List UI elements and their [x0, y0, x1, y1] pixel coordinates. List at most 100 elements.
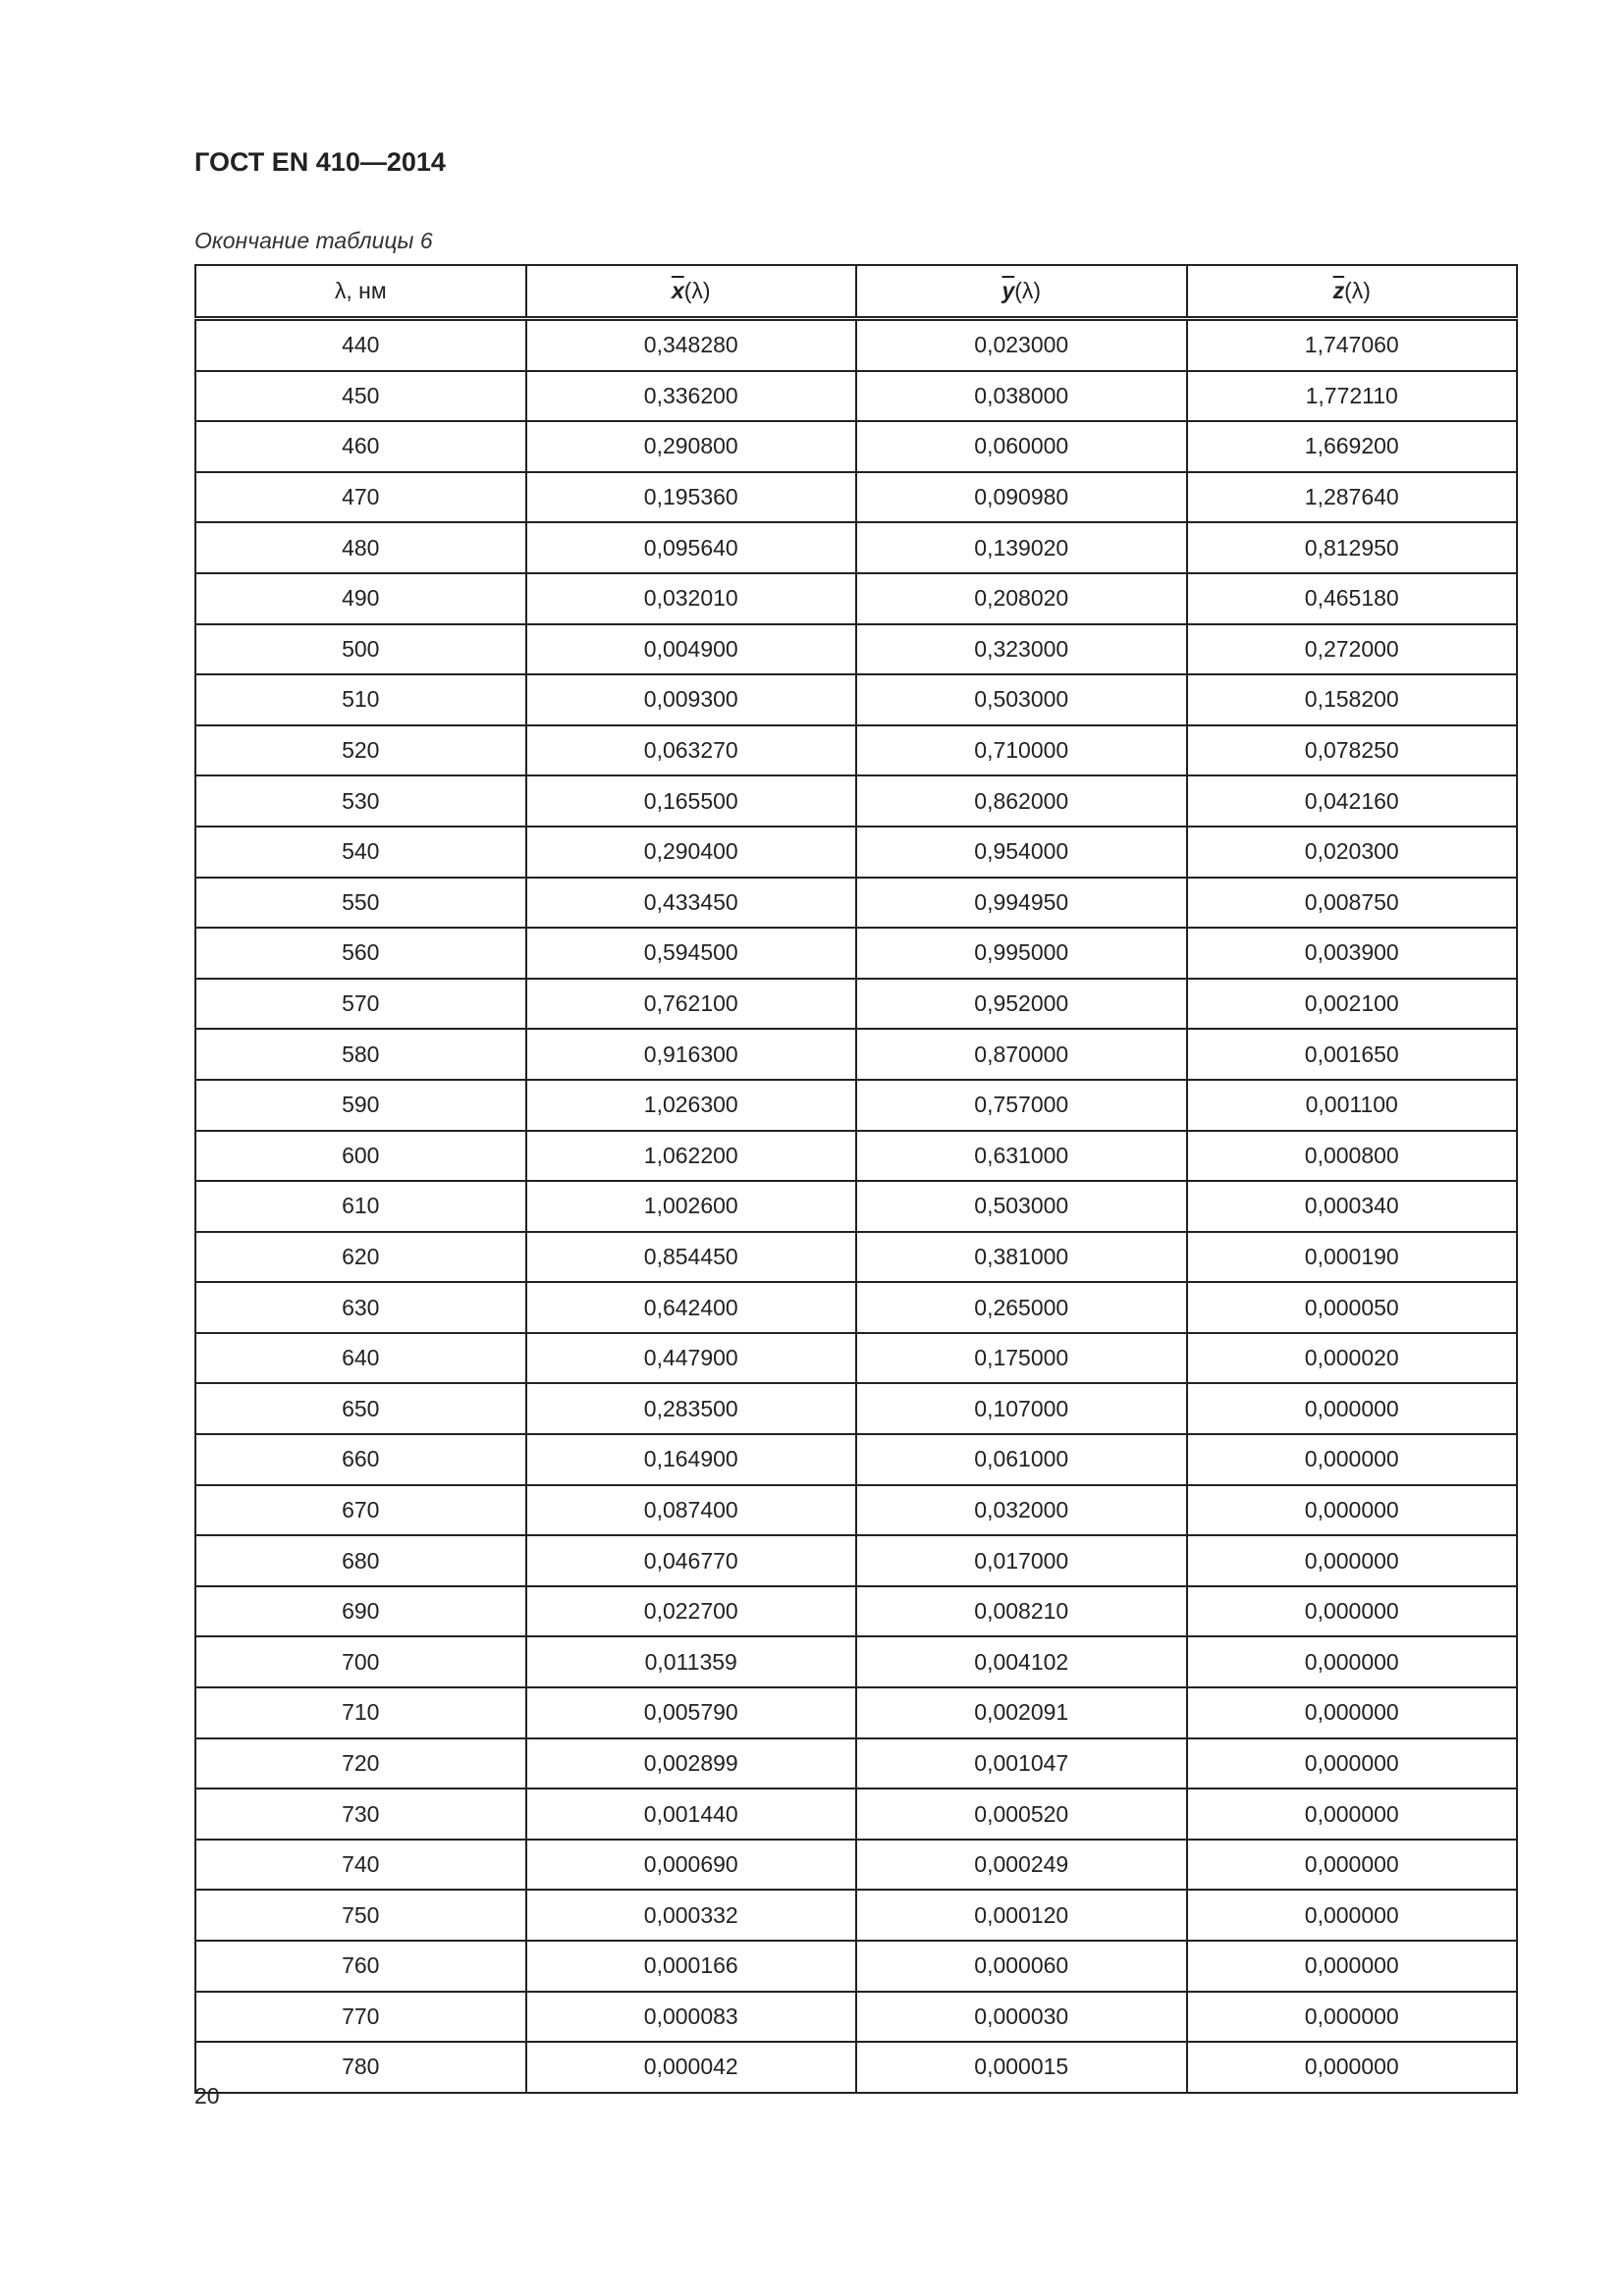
wavelength-cell: 630 — [194, 1281, 527, 1334]
wavelength-cell: 610 — [194, 1180, 527, 1233]
z-bar-cell: 0,000000 — [1185, 1736, 1518, 1790]
x-bar-cell: 0,195360 — [524, 470, 857, 524]
z-bar-cell: 1,747060 — [1185, 317, 1518, 372]
wavelength-cell: 710 — [194, 1686, 527, 1739]
y-bar-cell: 0,952000 — [855, 977, 1188, 1031]
table-row: 560 0,594500 0,995000 0,003900 — [194, 927, 1518, 980]
z-bar-cell: 0,020300 — [1185, 825, 1518, 879]
z-bar-cell: 0,000000 — [1185, 1990, 1518, 2044]
y-bar-cell: 0,008210 — [855, 1584, 1188, 1638]
table-row: 520 0,063270 0,710000 0,078250 — [194, 723, 1518, 777]
x-bar-cell: 0,000042 — [524, 2041, 857, 2094]
column-header-wavelength: λ, нм — [194, 264, 527, 321]
z-bar-cell: 0,000000 — [1185, 1584, 1518, 1638]
y-bar-cell: 0,023000 — [855, 317, 1188, 372]
wavelength-cell: 450 — [194, 369, 527, 423]
table-row: 660 0,164900 0,061000 0,000000 — [194, 1433, 1518, 1486]
table-row: 760 0,000166 0,000060 0,000000 — [194, 1940, 1518, 1993]
y-bar-cell: 0,954000 — [855, 825, 1188, 879]
wavelength-cell: 520 — [194, 723, 527, 777]
wavelength-cell: 680 — [194, 1534, 527, 1587]
x-bar-cell: 0,000083 — [524, 1990, 857, 2044]
table-row: 570 0,762100 0,952000 0,002100 — [194, 977, 1518, 1031]
x-bar-cell: 0,336200 — [524, 369, 857, 423]
color-matching-table: λ, нм x(λ) y(λ) z(λ) 440 0,348280 0,023000… — [194, 264, 1518, 2094]
wavelength-cell: 570 — [194, 977, 527, 1031]
table-row: 680 0,046770 0,017000 0,000000 — [194, 1534, 1518, 1587]
z-bar-cell: 0,272000 — [1185, 622, 1518, 676]
table-header-row: λ, нм x(λ) y(λ) z(λ) — [194, 264, 1518, 321]
wavelength-cell: 540 — [194, 825, 527, 879]
x-bar-cell: 0,762100 — [524, 977, 857, 1031]
wavelength-cell: 500 — [194, 622, 527, 676]
z-bar-cell: 0,042160 — [1185, 774, 1518, 828]
column-header-y-bar: y(λ) — [855, 264, 1188, 321]
y-bar-cell: 0,001047 — [855, 1736, 1188, 1790]
table-row: 540 0,290400 0,954000 0,020300 — [194, 825, 1518, 879]
table-row: 700 0,011359 0,004102 0,000000 — [194, 1635, 1518, 1689]
x-bar-cell: 0,005790 — [524, 1686, 857, 1739]
wavelength-cell: 690 — [194, 1584, 527, 1638]
z-bar-cell: 0,000050 — [1185, 1281, 1518, 1334]
table-row: 650 0,283500 0,107000 0,000000 — [194, 1382, 1518, 1436]
table-row: 490 0,032010 0,208020 0,465180 — [194, 571, 1518, 625]
wavelength-cell: 590 — [194, 1078, 527, 1132]
z-bar-cell: 0,000000 — [1185, 1483, 1518, 1537]
x-bar-cell: 1,002600 — [524, 1180, 857, 1233]
table-row: 690 0,022700 0,008210 0,000000 — [194, 1584, 1518, 1638]
z-bar-cell: 0,003900 — [1185, 927, 1518, 980]
z-bar-cell: 0,000000 — [1185, 1433, 1518, 1486]
z-bar-cell: 0,000000 — [1185, 1889, 1518, 1942]
z-bar-cell: 0,000000 — [1185, 1382, 1518, 1436]
table-row: 720 0,002899 0,001047 0,000000 — [194, 1736, 1518, 1790]
wavelength-cell: 490 — [194, 571, 527, 625]
y-bar-cell: 0,032000 — [855, 1483, 1188, 1537]
x-bar-cell: 0,290400 — [524, 825, 857, 879]
y-bar-cell: 0,107000 — [855, 1382, 1188, 1436]
table-row: 550 0,433450 0,994950 0,008750 — [194, 876, 1518, 930]
y-bar-cell: 0,000060 — [855, 1940, 1188, 1993]
x-bar-cell: 0,290800 — [524, 420, 857, 473]
y-bar-cell: 0,000520 — [855, 1788, 1188, 1841]
document-title: ГОСТ EN 410—2014 — [194, 147, 446, 177]
wavelength-cell: 560 — [194, 927, 527, 980]
z-bar-cell: 0,000800 — [1185, 1129, 1518, 1183]
table-row: 640 0,447900 0,175000 0,000020 — [194, 1331, 1518, 1385]
table-row: 740 0,000690 0,000249 0,000000 — [194, 1838, 1518, 1892]
x-bar-cell: 0,009300 — [524, 673, 857, 726]
x-bar-cell: 0,433450 — [524, 876, 857, 930]
table-row: 460 0,290800 0,060000 1,669200 — [194, 420, 1518, 473]
table-row: 470 0,195360 0,090980 1,287640 — [194, 470, 1518, 524]
x-bar-cell: 0,348280 — [524, 317, 857, 372]
y-bar-cell: 0,000015 — [855, 2041, 1188, 2094]
y-bar-cell: 0,503000 — [855, 1180, 1188, 1233]
wavelength-cell: 580 — [194, 1028, 527, 1081]
x-bar-cell: 0,000166 — [524, 1940, 857, 1993]
x-bar-cell: 0,011359 — [524, 1635, 857, 1689]
y-bar-cell: 0,995000 — [855, 927, 1188, 980]
y-bar-cell: 0,139020 — [855, 521, 1188, 574]
wavelength-cell: 730 — [194, 1788, 527, 1841]
wavelength-cell: 640 — [194, 1331, 527, 1385]
table-row: 780 0,000042 0,000015 0,000000 — [194, 2041, 1518, 2094]
y-bar-cell: 0,208020 — [855, 571, 1188, 625]
x-bar-cell: 0,916300 — [524, 1028, 857, 1081]
table-row: 670 0,087400 0,032000 0,000000 — [194, 1483, 1518, 1537]
z-bar-cell: 0,465180 — [1185, 571, 1518, 625]
y-bar-cell: 0,870000 — [855, 1028, 1188, 1081]
y-bar-cell: 0,090980 — [855, 470, 1188, 524]
table-row: 530 0,165500 0,862000 0,042160 — [194, 774, 1518, 828]
y-bar-cell: 0,000120 — [855, 1889, 1188, 1942]
table-row: 610 1,002600 0,503000 0,000340 — [194, 1180, 1518, 1233]
y-bar-cell: 0,381000 — [855, 1230, 1188, 1284]
y-bar-cell: 0,000030 — [855, 1990, 1188, 2044]
y-bar-cell: 0,994950 — [855, 876, 1188, 930]
y-bar-cell: 0,323000 — [855, 622, 1188, 676]
table-row: 770 0,000083 0,000030 0,000000 — [194, 1990, 1518, 2044]
x-bar-cell: 0,000332 — [524, 1889, 857, 1942]
x-bar-cell: 0,004900 — [524, 622, 857, 676]
y-bar-cell: 0,862000 — [855, 774, 1188, 828]
y-bar-cell: 0,061000 — [855, 1433, 1188, 1486]
x-bar-cell: 0,642400 — [524, 1281, 857, 1334]
y-bar-cell: 0,265000 — [855, 1281, 1188, 1334]
